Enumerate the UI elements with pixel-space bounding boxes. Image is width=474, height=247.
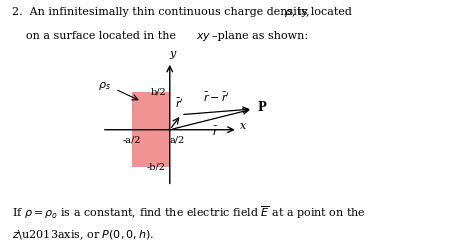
Text: P: P [257, 101, 266, 114]
Text: is located: is located [298, 7, 352, 17]
Text: $\bar{r}-\bar{r}^{\prime}$: $\bar{r}-\bar{r}^{\prime}$ [203, 90, 230, 103]
Text: on a surface located in the: on a surface located in the [26, 31, 180, 41]
Text: x: x [240, 121, 246, 131]
Text: a/2: a/2 [170, 135, 185, 144]
Text: –plane as shown:: –plane as shown: [212, 31, 309, 41]
Text: If $\rho = \rho_o$ is a constant, find the electric field $\overline{E}$ at a po: If $\rho = \rho_o$ is a constant, find t… [12, 204, 365, 221]
Text: $\rho_s$: $\rho_s$ [99, 80, 111, 92]
Text: y: y [169, 49, 175, 59]
Text: $\bar{r}'$: $\bar{r}'$ [175, 97, 183, 110]
Text: $\mathit{xy}$: $\mathit{xy}$ [196, 31, 211, 43]
Text: b/2: b/2 [150, 87, 166, 97]
Text: $\rho$,: $\rho$, [284, 7, 296, 20]
Text: 2.  An infinitesimally thin continuous charge density,: 2. An infinitesimally thin continuous ch… [12, 7, 313, 17]
Text: $\bar{r}$: $\bar{r}$ [212, 125, 219, 138]
Bar [132, 92, 170, 167]
Text: -a/2: -a/2 [123, 135, 141, 144]
Text: -b/2: -b/2 [147, 163, 166, 172]
Text: $z$\u2013axis, or $P(0, 0, h)$.: $z$\u2013axis, or $P(0, 0, h)$. [12, 228, 154, 242]
